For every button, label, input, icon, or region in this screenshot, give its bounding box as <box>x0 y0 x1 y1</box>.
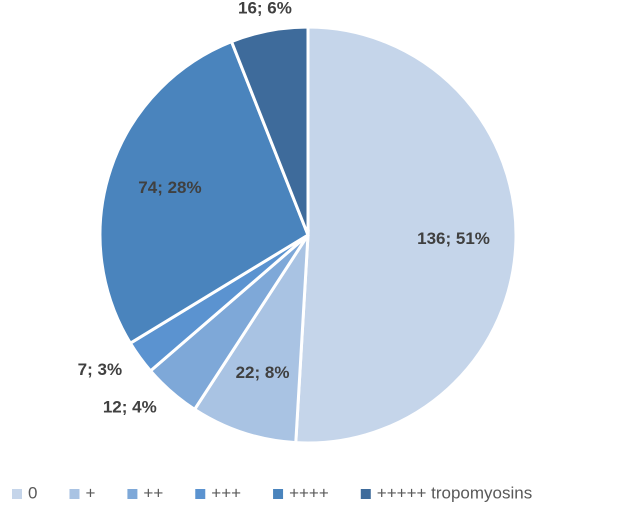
pie-slice <box>294 25 518 445</box>
data-label: 22; 8% <box>236 363 290 382</box>
pie-slice <box>98 39 310 346</box>
legend-label: + <box>85 483 95 502</box>
legend-swatch <box>127 489 138 499</box>
data-label: 16; 6% <box>238 0 292 18</box>
legend-swatch <box>69 489 80 499</box>
legend-swatch <box>360 489 371 499</box>
data-label: 136; 51% <box>417 229 490 248</box>
legend-label: ++++ <box>289 483 329 502</box>
legend-swatch <box>195 489 206 499</box>
pie-slice <box>229 25 310 236</box>
pie-slice <box>192 229 310 445</box>
legend-swatch <box>273 489 284 499</box>
legend-swatch <box>12 489 22 499</box>
legend-label: +++ <box>211 483 241 502</box>
legend-label: ++ <box>143 483 163 502</box>
legend-label: 0 <box>28 483 37 502</box>
data-label: 74; 28% <box>138 178 201 197</box>
data-label: 7; 3% <box>78 360 122 379</box>
data-label: 12; 4% <box>103 398 157 417</box>
legend-label: +++++ tropomyosins <box>377 483 532 502</box>
